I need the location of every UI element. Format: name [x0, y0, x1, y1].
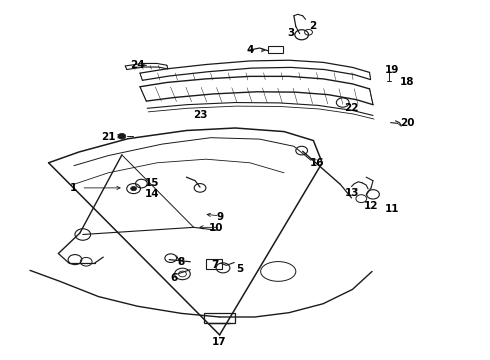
Text: 11: 11	[384, 204, 399, 215]
Text: 15: 15	[145, 178, 159, 188]
Text: 1: 1	[70, 183, 76, 193]
Text: 24: 24	[130, 60, 145, 70]
Text: 21: 21	[101, 132, 116, 142]
Text: 13: 13	[345, 188, 360, 198]
Bar	[269, 46, 283, 53]
Text: 3: 3	[288, 28, 295, 38]
Text: 20: 20	[400, 118, 415, 128]
Text: 10: 10	[208, 224, 223, 233]
Bar	[204, 314, 235, 323]
Text: 23: 23	[193, 110, 207, 120]
Text: 18: 18	[400, 77, 415, 87]
Bar	[206, 259, 221, 269]
Text: 9: 9	[216, 212, 223, 221]
Text: 12: 12	[364, 201, 378, 211]
Text: 17: 17	[212, 337, 227, 347]
Text: 8: 8	[177, 257, 184, 267]
Text: 16: 16	[310, 158, 324, 168]
Circle shape	[118, 134, 126, 139]
Text: 14: 14	[145, 189, 159, 199]
Text: 7: 7	[211, 260, 219, 270]
Circle shape	[131, 186, 137, 191]
Text: 2: 2	[309, 21, 316, 31]
Text: 4: 4	[246, 45, 253, 55]
Text: 6: 6	[171, 273, 178, 283]
Text: 19: 19	[384, 64, 399, 75]
Text: 5: 5	[237, 264, 244, 274]
Text: 22: 22	[344, 103, 359, 113]
